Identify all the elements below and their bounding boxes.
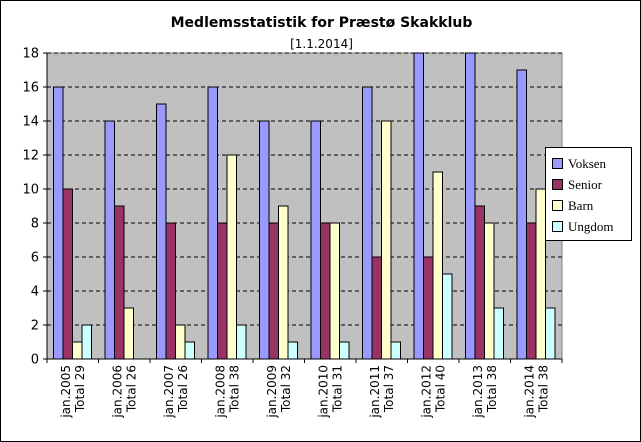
x-tick-label-total: Total 38 <box>227 365 241 413</box>
bar-voksen <box>259 120 270 360</box>
x-tick-label-date: jan.2013 <box>471 365 485 419</box>
bar-voksen <box>104 120 115 360</box>
chart-subtitle: [1.1.2014] <box>290 37 353 51</box>
bar-senior <box>371 256 382 360</box>
bar-ungdom <box>184 341 195 360</box>
bar-barn <box>175 324 186 360</box>
bar-ungdom <box>442 273 453 360</box>
legend-swatch <box>552 179 563 190</box>
y-tick-label: 18 <box>22 47 39 62</box>
bar-barn <box>226 154 237 360</box>
x-tick-label-date: jan.2012 <box>419 365 433 419</box>
bar-senior <box>423 256 434 360</box>
legend-swatch <box>552 200 563 211</box>
bar-barn <box>484 222 495 360</box>
y-tick-label: 4 <box>31 285 39 300</box>
legend-swatch <box>552 158 563 169</box>
bar-voksen <box>465 52 476 360</box>
legend-label: Voksen <box>568 155 607 171</box>
x-tick-label-total: Total 40 <box>433 365 447 413</box>
x-tick-label-total: Total 26 <box>176 365 190 413</box>
y-tick-label: 0 <box>31 353 39 368</box>
x-tick-label-date: jan.2005 <box>59 365 73 419</box>
x-tick-label-date: jan.2008 <box>213 365 227 419</box>
y-tick-label: 16 <box>22 81 39 96</box>
legend-item-ungdom: Ungdom <box>552 216 627 237</box>
bar-senior <box>268 222 279 360</box>
bar-voksen <box>310 120 321 360</box>
bar-barn <box>432 171 443 360</box>
bar-voksen <box>156 103 167 360</box>
bar-barn <box>535 188 546 360</box>
x-tick-label-date: jan.2006 <box>110 365 124 419</box>
legend: Voksen Senior Barn Ungdom <box>545 147 632 241</box>
bar-senior <box>114 205 125 360</box>
x-tick-label-date: jan.2011 <box>368 365 382 419</box>
x-tick-label-total: Total 31 <box>330 365 344 413</box>
bar-ungdom <box>287 341 298 360</box>
x-tick-label-total: Total 38 <box>536 365 550 413</box>
bar-barn <box>329 222 340 360</box>
bar-senior <box>474 205 485 360</box>
y-tick-label: 2 <box>31 319 39 334</box>
bar-barn <box>381 120 392 360</box>
bar-ungdom <box>545 307 556 360</box>
bar-ungdom <box>493 307 504 360</box>
x-tick-label-total: Total 26 <box>124 365 138 413</box>
legend-label: Barn <box>568 197 594 213</box>
bar-voksen <box>516 69 527 360</box>
bar-ungdom <box>81 324 92 360</box>
x-tick-label-total: Total 32 <box>279 365 293 413</box>
x-tick-label-date: jan.2014 <box>522 365 536 419</box>
y-tick-label: 6 <box>31 251 39 266</box>
legend-label: Senior <box>568 176 602 192</box>
y-tick-label: 12 <box>22 149 39 164</box>
bar-voksen <box>413 52 424 360</box>
bar-senior <box>62 188 73 360</box>
bar-barn <box>123 307 134 360</box>
x-tick-label-total: Total 29 <box>73 365 87 413</box>
x-tick-label-date: jan.2009 <box>265 365 279 419</box>
bar-voksen <box>362 86 373 360</box>
bar-ungdom <box>236 324 247 360</box>
bar-voksen <box>53 86 64 360</box>
bar-senior <box>217 222 228 360</box>
bar-senior <box>320 222 331 360</box>
y-tick-label: 8 <box>31 217 39 232</box>
legend-swatch <box>552 221 563 232</box>
x-tick-label-total: Total 37 <box>382 365 396 413</box>
x-tick-label-date: jan.2010 <box>316 365 330 419</box>
y-tick-label: 14 <box>22 115 39 130</box>
bar-ungdom <box>390 341 401 360</box>
legend-item-voksen: Voksen <box>552 153 627 174</box>
chart-title: Medlemsstatistik for Præstø Skakklub <box>170 15 473 31</box>
bar-barn <box>72 341 83 360</box>
bar-senior <box>526 222 537 360</box>
x-tick-label-total: Total 38 <box>485 365 499 413</box>
x-tick-label-date: jan.2007 <box>162 365 176 419</box>
legend-item-senior: Senior <box>552 174 627 195</box>
y-tick-label: 10 <box>22 183 39 198</box>
bar-senior <box>165 222 176 360</box>
bar-barn <box>278 205 289 360</box>
legend-item-barn: Barn <box>552 195 627 216</box>
legend-label: Ungdom <box>568 218 614 234</box>
bar-ungdom <box>339 341 350 360</box>
bar-voksen <box>207 86 218 360</box>
